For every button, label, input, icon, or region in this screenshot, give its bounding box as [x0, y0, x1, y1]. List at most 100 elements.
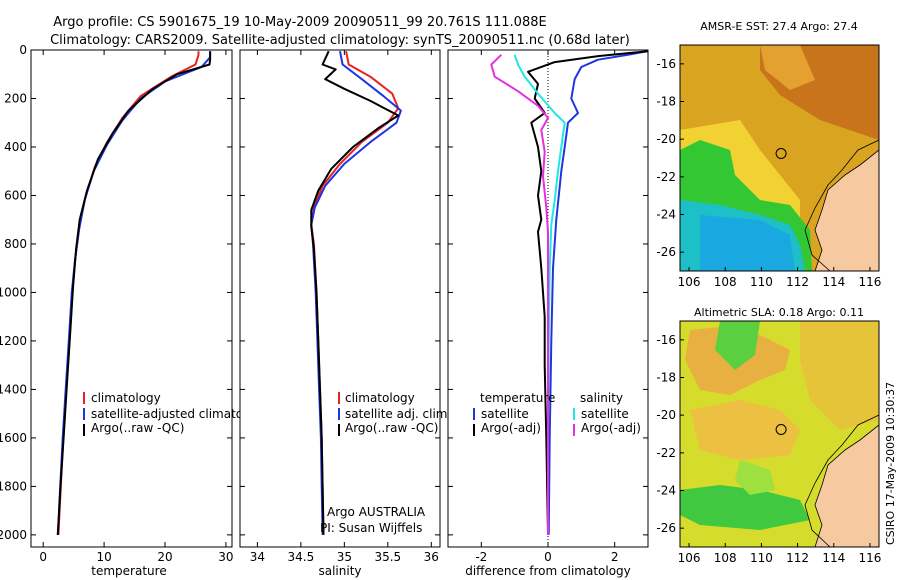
- legend-satellite: satellite-adjusted climatology: [91, 407, 269, 421]
- sst-land: [815, 150, 879, 271]
- series-line-temperature-argo-adj: [527, 50, 649, 535]
- legend-temp-argo: Argo(-adj): [481, 421, 541, 435]
- y-tick-label: 400: [4, 140, 27, 154]
- salinity-lines: [310, 50, 402, 535]
- y-tick-label: 1200: [0, 334, 27, 348]
- x-tick-label: 0: [39, 550, 47, 564]
- salinity-panel: 34 34.5 35 35.5 36 salinity climatology sate…: [239, 49, 451, 578]
- difference-lines: [490, 50, 649, 535]
- legend-temp-satellite: satellite: [481, 407, 529, 421]
- difference-ticks: -2 0 2: [448, 49, 648, 564]
- y-tick-label: 1400: [0, 382, 27, 396]
- y-tick-label: 1000: [0, 285, 27, 299]
- map-y-tick-label: -22: [656, 446, 676, 460]
- sla-low-patch-1: [715, 321, 760, 370]
- argo-position-marker: [775, 147, 787, 159]
- sst-warm-band: [760, 45, 815, 90]
- y-tick-label: 1800: [0, 479, 27, 493]
- x-tick-label: 2: [611, 550, 619, 564]
- map-x-tick-label: 112: [786, 275, 809, 289]
- sst-coastline: [814, 149, 879, 271]
- x-tick-label: 0: [544, 550, 552, 564]
- legend-sal-argo: Argo(-adj): [581, 421, 641, 435]
- argo-program-annotation: Argo AUSTRALIA: [327, 505, 426, 519]
- y-tick-label: 0: [19, 43, 27, 57]
- difference-panel: -2 0 2 difference from climatology tempera…: [447, 49, 649, 578]
- map-x-tick-label: 106: [678, 551, 701, 565]
- map-y-tick-label: -24: [656, 484, 676, 498]
- sst-coolest-band: [700, 215, 795, 271]
- x-tick-label: -2: [475, 550, 487, 564]
- sla-high-patch-2: [690, 400, 800, 460]
- salinity-legend: climatology satellite adj. clim. Argo(..…: [338, 391, 451, 436]
- sla-map-frame: [679, 320, 880, 548]
- x-tick-label: 10: [96, 550, 111, 564]
- temperature-lines: [56, 51, 212, 535]
- y-tick-label: 1600: [0, 431, 27, 445]
- salinity-ticks: 34 34.5 35 35.5 36: [240, 49, 440, 564]
- sst-map-frame: [679, 44, 880, 272]
- y-tick-label: 600: [4, 188, 27, 202]
- map-x-tick-label: 106: [678, 275, 701, 289]
- x-tick-label: 34: [250, 550, 265, 564]
- sla-map-panel: Altimetric SLA: 0.18 Argo: 0.11 106 108 11…: [656, 306, 881, 565]
- sst-map-field: [680, 45, 879, 271]
- map-y-tick-label: -16: [656, 57, 676, 71]
- csiro-timestamp: CSIRO 17-May-2009 10:30:37: [884, 382, 897, 545]
- map-y-tick-label: -18: [656, 371, 676, 385]
- header-line-2: Climatology: CARS2009. Satellite-adjuste…: [50, 33, 630, 48]
- x-tick-label: 30: [218, 550, 233, 564]
- sst-bathymetry-contour: [804, 139, 879, 271]
- x-tick-label: 36: [424, 550, 439, 564]
- map-y-tick-label: -22: [656, 170, 676, 184]
- series-line-argo-raw-qc: [56, 51, 212, 535]
- temperature-legend: climatology satellite-adjusted climatolo…: [83, 391, 269, 436]
- map-y-tick-label: -26: [656, 245, 676, 259]
- temperature-ticks: 0 10 20 30 0 200 400 600 800 1000 1200 1400 1600 1800…: [0, 43, 234, 564]
- series-line-salinity-argo-adj: [490, 54, 549, 535]
- x-tick-label: 34.5: [288, 550, 315, 564]
- legend-argo: Argo(..raw -QC): [345, 421, 438, 435]
- map-x-tick-label: 110: [750, 551, 773, 565]
- y-tick-label: 2000: [0, 528, 27, 542]
- map-x-tick-label: 108: [714, 275, 737, 289]
- legend-climatology: climatology: [345, 391, 415, 405]
- salinity-xlabel: salinity: [318, 564, 361, 578]
- series-line-argo-raw-qc: [310, 50, 400, 535]
- x-tick-label: 20: [157, 550, 172, 564]
- map-y-tick-label: -26: [656, 521, 676, 535]
- sla-map-title: Altimetric SLA: 0.18 Argo: 0.11: [694, 306, 864, 319]
- map-y-tick-label: -20: [656, 132, 676, 146]
- map-y-tick-label: -16: [656, 333, 676, 347]
- sla-high-patch-3: [800, 321, 879, 430]
- x-tick-label: 35: [337, 550, 352, 564]
- sla-bathymetry-contour: [804, 414, 879, 547]
- header-line-1: Argo profile: CS 5901675_19 10-May-2009 …: [53, 15, 546, 30]
- difference-xlabel: difference from climatology: [465, 564, 631, 578]
- sla-coastline: [814, 424, 879, 547]
- legend-sal-satellite: satellite: [581, 407, 629, 421]
- map-y-tick-label: -18: [656, 95, 676, 109]
- map-x-tick-label: 108: [714, 551, 737, 565]
- sla-land: [815, 425, 879, 547]
- argo-pi-annotation: PI: Susan Wijffels: [320, 521, 422, 535]
- legend-argo: Argo(..raw -QC): [91, 421, 184, 435]
- temperature-xlabel: temperature: [91, 564, 166, 578]
- legend-temperature-header: temperature: [480, 391, 555, 405]
- sst-map-ticks: 106 108 110 112 114 116 -16 -18 -20 -22 -24 -26: [656, 57, 881, 289]
- map-x-tick-label: 116: [859, 551, 882, 565]
- y-tick-label: 800: [4, 237, 27, 251]
- map-x-tick-label: 110: [750, 275, 773, 289]
- y-tick-label: 200: [4, 91, 27, 105]
- difference-legend: temperature satellite Argo(-adj) salinit…: [473, 391, 641, 436]
- argo-position-marker: [775, 423, 787, 435]
- map-x-tick-label: 114: [822, 275, 845, 289]
- series-line-temperature-satellite: [547, 50, 649, 535]
- map-y-tick-label: -20: [656, 408, 676, 422]
- salinity-axes-frame: [239, 49, 441, 548]
- map-x-tick-label: 112: [786, 551, 809, 565]
- sla-map-ticks: 106 108 110 112 114 116 -16 -18 -20 -22 -24 -26: [656, 333, 881, 565]
- sla-low-patch-3: [735, 460, 775, 495]
- temperature-panel: 0 10 20 30 0 200 400 600 800 1000 1200 1400 1600 1800…: [0, 43, 269, 578]
